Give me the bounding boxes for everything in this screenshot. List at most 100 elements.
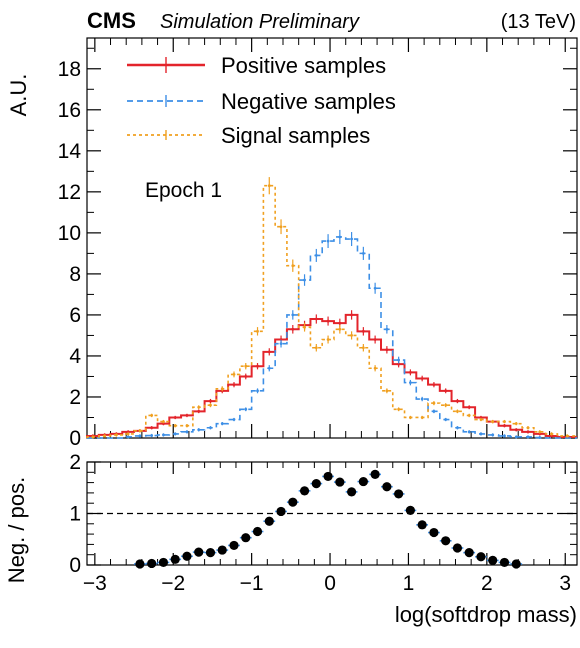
series-negative-point [526, 435, 530, 439]
series-negative-point [279, 342, 283, 346]
series-signal-point [91, 435, 95, 439]
series-negative-point [209, 426, 212, 430]
main-y-tick-label: 18 [58, 58, 81, 81]
legend-entry-negative: Negative samples [127, 89, 396, 114]
series-positive-point [326, 319, 330, 323]
series-positive-point [409, 370, 412, 374]
series-positive-point [126, 430, 130, 434]
series-signal-point [385, 389, 389, 393]
series-signal-point [526, 426, 530, 430]
series-positive-point [338, 321, 342, 325]
series-positive-point [514, 428, 518, 432]
ratio-x-tick-label: −1 [240, 572, 264, 595]
legend-label-negative: Negative samples [221, 89, 396, 114]
series-positive-point [232, 383, 236, 387]
series-negative-point [491, 433, 495, 437]
series-positive-point [256, 364, 259, 368]
series-signal-point [444, 403, 448, 407]
series-negative-point [444, 418, 448, 421]
series-negative-point [303, 278, 306, 282]
series-signal-point [256, 329, 259, 333]
ratio-point [464, 548, 474, 558]
series-positive-point [267, 350, 271, 354]
ratio-x-tick-label: 0 [324, 572, 336, 595]
ratio-point [511, 559, 521, 569]
series-positive-point [397, 362, 401, 366]
ratio-point [158, 557, 169, 568]
main-x-ticks [94, 38, 566, 438]
ratio-x-tick-label: −3 [83, 572, 107, 595]
experiment-label: CMS [87, 8, 136, 33]
series-positive-point [467, 405, 471, 409]
series-signal-point [244, 364, 248, 368]
ratio-point [264, 516, 274, 526]
series-positive-point [538, 432, 542, 436]
series-positive-point [279, 338, 283, 341]
main-y-tick-label: 2 [69, 386, 81, 409]
series-positive-point [526, 430, 530, 434]
series-positive-point [361, 329, 365, 333]
series-negative-point [456, 426, 459, 430]
series-signal-point [209, 403, 212, 407]
series-negative-point [409, 381, 412, 385]
energy-label: (13 TeV) [501, 11, 576, 33]
ratio-x-axis: −3 −2 −1 0 1 2 3 [83, 462, 571, 595]
series-signal-point [479, 418, 483, 421]
series-negative-point [291, 313, 295, 317]
series-signal-point [361, 346, 365, 350]
ratio-point [217, 545, 227, 555]
series-positive-point [350, 313, 353, 317]
series-negative-point [350, 237, 353, 241]
series-positive-point [444, 389, 448, 393]
series-positive-point [385, 348, 389, 352]
ratio-point [276, 506, 286, 517]
ratio-point [394, 489, 404, 499]
ratio-points [134, 469, 523, 569]
series-signal-point [432, 401, 436, 405]
series-signal-point [126, 432, 130, 436]
series-signal-point [103, 434, 107, 438]
main-y-tick-label: 16 [58, 99, 81, 122]
main-y-axis: 0 2 4 6 8 10 12 14 16 18 [58, 47, 577, 450]
series-positive-point [456, 399, 459, 403]
series-signal-point [279, 225, 283, 229]
series-negative-point [150, 434, 154, 437]
ratio-point [252, 526, 263, 537]
x-axis-label: log(softdrop mass) [395, 602, 577, 627]
ratio-panel: 0 1 2 −3 −2 −1 0 1 2 3 Neg. / pos. log(softdrop … [4, 451, 578, 627]
legend-label-positive: Positive samples [221, 53, 386, 78]
ratio-y-tick-label: 0 [69, 554, 81, 577]
ratio-point [488, 555, 498, 565]
ratio-point [405, 505, 415, 516]
series-negative-point [432, 409, 436, 413]
ratio-point [499, 557, 510, 568]
series-signal-point [138, 429, 142, 433]
series-signal-line [86, 184, 577, 438]
series-negative-point [514, 435, 518, 439]
series-negative-point [126, 435, 130, 439]
series-positive-point [197, 409, 201, 413]
ratio-point [370, 469, 380, 479]
ratio-point [452, 543, 463, 553]
ratio-point [347, 487, 357, 497]
main-y-tick-label: 6 [69, 304, 81, 327]
series-negative-point [326, 239, 330, 243]
series-signal-point [303, 325, 306, 329]
main-y-tick-label: 10 [58, 222, 81, 245]
status-label: Simulation Preliminary [160, 11, 360, 33]
series-signal-point [197, 405, 201, 409]
series-negative-point [338, 235, 342, 239]
main-y-tick-label: 8 [69, 263, 81, 286]
ratio-y-tick-label: 1 [69, 503, 81, 526]
series-negative-point [197, 428, 201, 432]
ratio-point [288, 497, 298, 507]
series-negative-point [232, 418, 236, 421]
series-negative [87, 229, 577, 439]
series-negative-point [385, 327, 389, 331]
ratio-x-tick-label: −2 [161, 572, 185, 595]
series-signal-point [173, 424, 177, 428]
series-signal-point [467, 414, 471, 417]
ratio-point [205, 548, 216, 558]
main-y-tick-label: 0 [69, 427, 81, 450]
